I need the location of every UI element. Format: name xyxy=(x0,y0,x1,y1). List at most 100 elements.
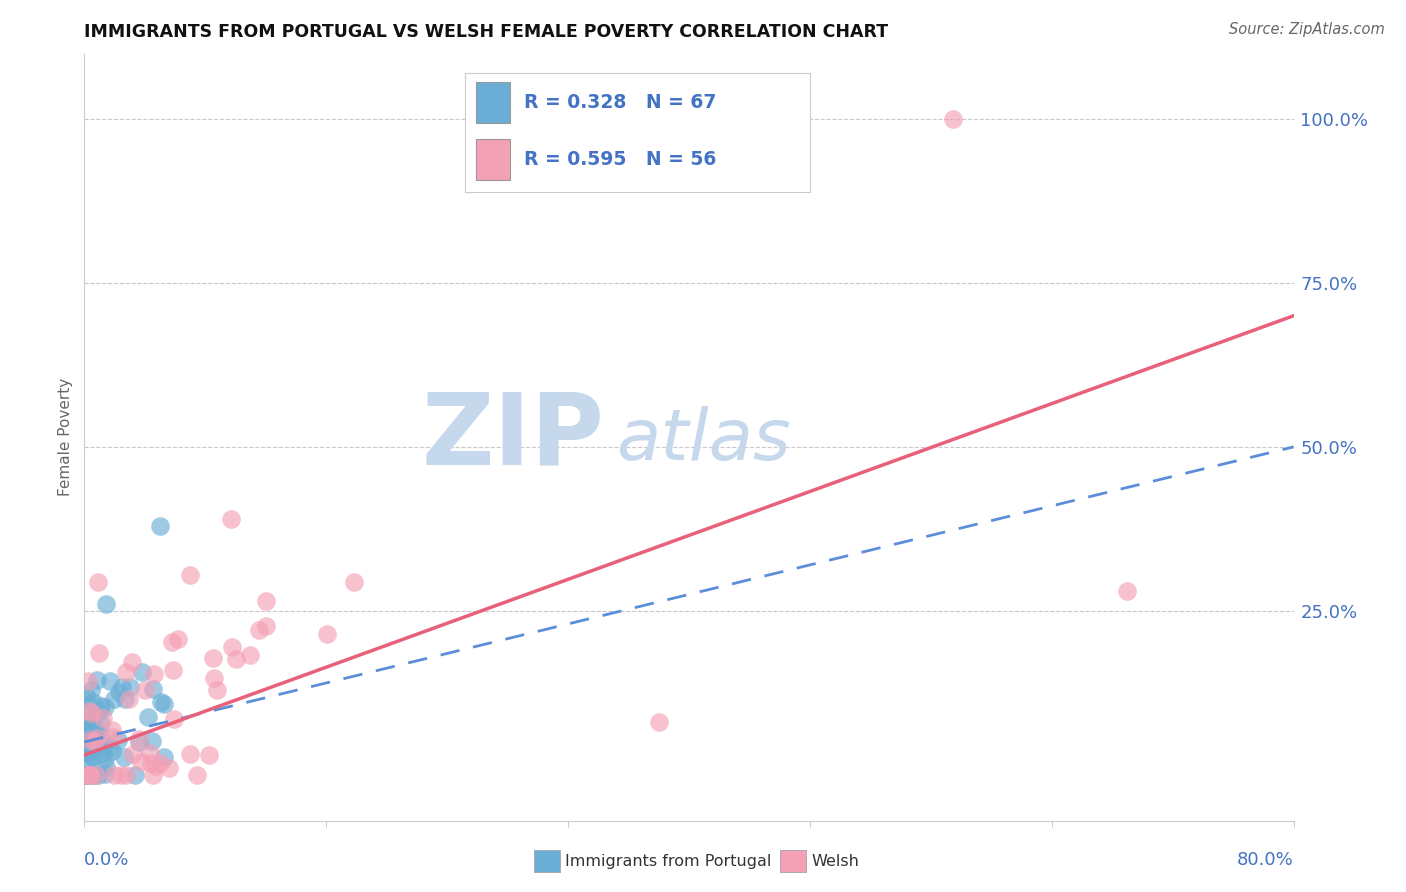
Point xyxy=(80,683,103,698)
Point xyxy=(121,655,143,669)
Point xyxy=(225,651,247,665)
Point xyxy=(82,723,104,737)
Point xyxy=(76,674,98,689)
Text: Source: ZipAtlas.com: Source: ZipAtlas.com xyxy=(1229,22,1385,37)
Point xyxy=(118,680,141,694)
Point xyxy=(128,735,150,749)
Point xyxy=(77,768,100,782)
Point xyxy=(82,768,104,782)
Point xyxy=(83,734,105,748)
Point xyxy=(101,744,124,758)
Point xyxy=(139,756,162,770)
Point xyxy=(94,760,117,774)
Point xyxy=(186,768,208,782)
Point xyxy=(100,674,122,689)
Point xyxy=(163,712,186,726)
Point xyxy=(82,748,104,763)
Point xyxy=(93,750,115,764)
Point xyxy=(124,768,146,782)
Point xyxy=(86,724,108,739)
Text: Welsh: Welsh xyxy=(811,854,859,869)
Point xyxy=(1116,584,1139,599)
Point xyxy=(91,711,114,725)
Point xyxy=(221,640,243,655)
Point xyxy=(94,766,117,780)
Point xyxy=(77,758,100,772)
Point xyxy=(254,619,277,633)
Point xyxy=(98,739,121,754)
Text: 80.0%: 80.0% xyxy=(1237,851,1294,870)
Point xyxy=(87,768,110,782)
Point xyxy=(167,632,190,646)
Point xyxy=(129,755,152,769)
Point xyxy=(112,750,135,764)
Point xyxy=(87,646,110,660)
Point xyxy=(75,743,97,757)
Point xyxy=(94,737,117,751)
Point xyxy=(80,706,103,720)
Point xyxy=(79,722,101,736)
Y-axis label: Female Poverty: Female Poverty xyxy=(58,378,73,496)
Point xyxy=(149,518,172,533)
Point xyxy=(80,714,103,729)
Point xyxy=(76,768,98,782)
Point xyxy=(103,692,125,706)
Point xyxy=(75,768,97,782)
Point xyxy=(94,597,117,611)
Point xyxy=(202,672,225,686)
Point xyxy=(157,761,180,775)
Point xyxy=(84,728,107,742)
Point xyxy=(82,768,104,782)
Point xyxy=(79,768,101,782)
Point xyxy=(83,732,105,747)
Point xyxy=(143,667,166,681)
Point xyxy=(128,732,150,747)
Point xyxy=(79,698,101,712)
Point xyxy=(201,651,224,665)
Point xyxy=(79,768,101,782)
Point xyxy=(122,747,145,761)
Point xyxy=(76,722,98,736)
Point xyxy=(82,694,104,708)
Point xyxy=(114,691,136,706)
Point xyxy=(87,575,110,590)
Text: ZIP: ZIP xyxy=(422,389,605,485)
Point xyxy=(152,749,174,764)
Point xyxy=(86,768,108,782)
Point xyxy=(179,567,201,582)
Point xyxy=(114,665,136,680)
Point xyxy=(91,746,114,760)
Point xyxy=(118,692,141,706)
Point xyxy=(94,699,117,714)
Point xyxy=(79,733,101,747)
Point xyxy=(77,742,100,756)
Point xyxy=(942,112,965,127)
Point xyxy=(198,747,221,762)
Point xyxy=(75,745,97,759)
Point xyxy=(91,740,114,755)
Point xyxy=(86,731,108,746)
Point xyxy=(205,683,228,698)
Point xyxy=(160,635,183,649)
Point xyxy=(77,705,100,719)
Point xyxy=(149,695,172,709)
Point xyxy=(110,768,132,782)
Point xyxy=(108,685,131,699)
Point xyxy=(342,575,364,590)
Point xyxy=(75,735,97,749)
Point xyxy=(89,705,111,719)
Point xyxy=(101,723,124,737)
Point xyxy=(247,623,270,637)
Point xyxy=(75,768,97,782)
Point xyxy=(80,750,103,764)
Point xyxy=(83,734,105,748)
Point xyxy=(239,648,262,662)
Text: 0.0%: 0.0% xyxy=(84,851,129,870)
Point xyxy=(179,747,201,762)
Point xyxy=(77,768,100,782)
Point xyxy=(103,768,125,782)
Point xyxy=(142,682,165,697)
Point xyxy=(141,734,163,748)
Point xyxy=(76,768,98,782)
Point xyxy=(152,697,174,711)
